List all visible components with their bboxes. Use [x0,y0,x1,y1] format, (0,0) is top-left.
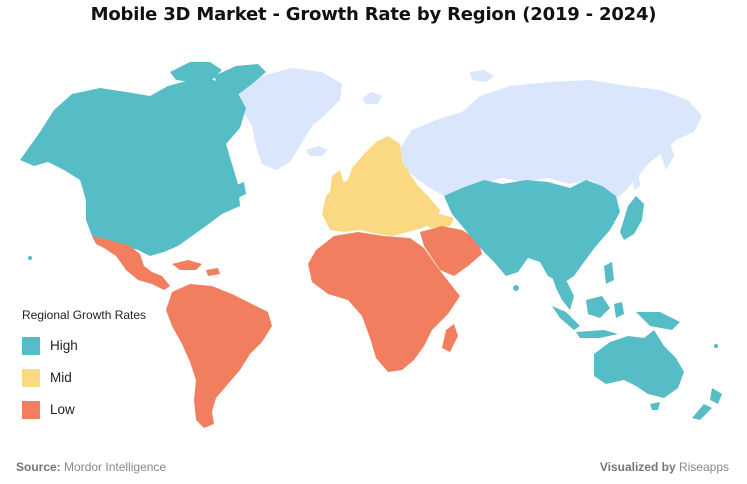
region-sri-lanka [513,285,519,291]
region-caribbean [172,260,202,270]
region-new-guinea [636,312,680,330]
visualized-value: Riseapps [678,460,729,474]
legend-item-low: Low [22,400,182,419]
source-credit: Source: Mordor Intelligence [16,460,166,474]
legend-label-mid: Mid [50,370,72,385]
region-japan [620,196,644,240]
legend-item-mid: Mid [22,368,182,387]
region-hawaii [28,256,32,260]
region-kamchatka [660,142,674,170]
legend-item-high: High [22,336,182,355]
region-sumatra [552,306,580,330]
region-korea [604,210,614,226]
region-north-america [20,80,246,256]
legend-swatch-high [22,336,40,355]
source-label: Source: [16,460,61,474]
region-tasmania [650,402,660,410]
region-arctic-islands [170,62,222,82]
source-value: Mordor Intelligence [64,460,167,474]
region-europe [322,136,440,236]
region-java [576,330,618,338]
region-pacific-island [714,344,718,348]
chart-title: Mobile 3D Market - Growth Rate by Region… [90,4,657,25]
region-sulawesi [614,302,624,318]
region-borneo [586,296,610,318]
region-newfoundland [234,182,246,198]
legend-swatch-mid [22,368,40,387]
region-svalbard [362,92,382,104]
region-hispaniola [206,268,220,276]
visualized-label: Visualized by [599,460,676,474]
region-mexico [92,236,170,290]
legend-swatch-low [22,400,40,419]
region-australia [594,330,684,398]
legend-label-low: Low [50,402,75,417]
visualized-credit: Visualized by Riseapps [600,460,729,474]
region-middle-east [420,226,482,276]
region-russia [398,80,702,198]
region-south-america [166,284,272,428]
region-sea-peninsula [552,276,574,310]
legend-label-high: High [50,338,78,353]
legend-title: Regional Growth Rates [22,308,147,322]
region-madagascar [442,324,458,352]
region-philippines [604,262,614,284]
region-franz-josef [470,70,494,82]
region-new-zealand-north [710,388,722,404]
region-sakhalin [632,164,640,190]
region-asia [444,180,620,284]
region-africa [308,232,460,372]
region-iceland [306,146,328,156]
region-uk [330,170,344,196]
region-greenland [238,68,342,170]
region-baffin [214,64,266,96]
region-new-zealand-south [692,404,712,420]
legend: Regional Growth Rates High Mid Low [22,308,182,432]
region-turkey [418,214,454,228]
